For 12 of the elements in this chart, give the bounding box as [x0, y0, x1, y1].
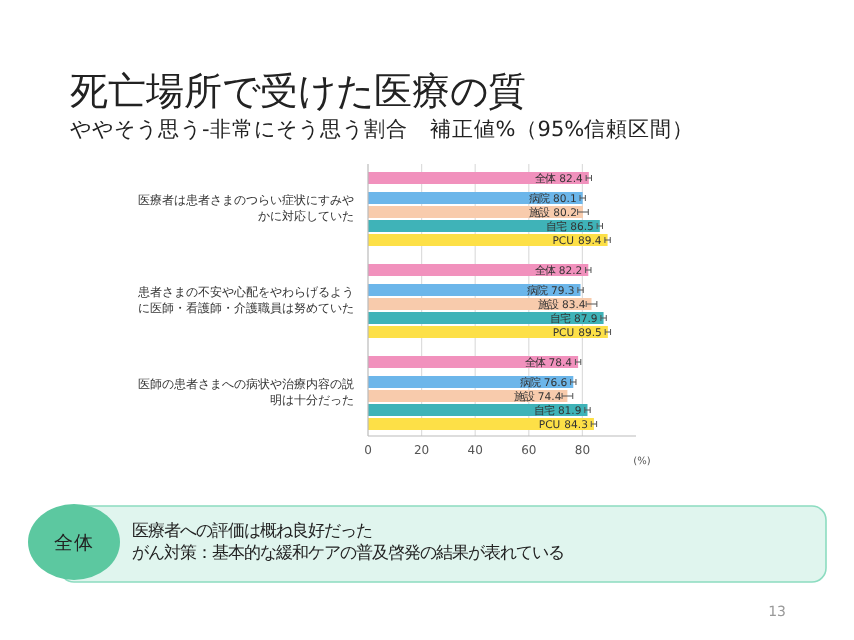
chart-title: 死亡場所で受けた医療の質: [70, 70, 526, 114]
bar: [368, 356, 579, 368]
chart-subtitle: ややそう思う-非常にそう思う割合 補正値%（95%信頼区間）: [70, 116, 695, 142]
text: 全体: [54, 531, 94, 555]
bar: [368, 312, 604, 324]
bar: [368, 264, 589, 276]
bar: [368, 418, 594, 430]
bar: [368, 234, 608, 246]
text: 医療者への評価は概ね良好だった: [132, 520, 372, 540]
text: がん対策：基本的な緩和ケアの普及啓発の結果が表れている: [132, 542, 564, 562]
bar: [368, 326, 608, 338]
bar: [368, 172, 589, 184]
